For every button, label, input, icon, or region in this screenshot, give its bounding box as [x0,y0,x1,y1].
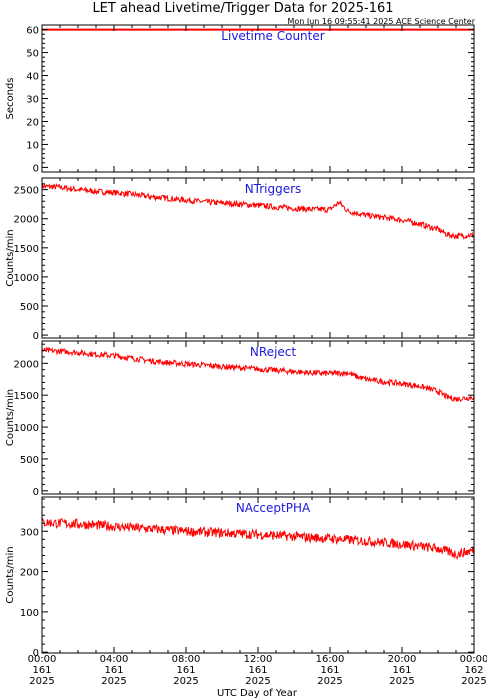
y-tick-label: 2000 [14,359,39,370]
y-tick-label: 10 [26,140,39,151]
y-tick-label: 2500 [14,186,39,197]
y-axis-label: Counts/min [5,546,16,603]
y-axis-label: Seconds [5,77,16,119]
panel-2: 0 500 1000 1500 2000 Counts/min NReject [5,340,475,498]
y-tick-label: 0 [33,648,39,659]
x-tick-label: 00:00 161 2025 [28,654,57,687]
plot-frame [41,24,475,173]
panels: 0 10 20 30 40 50 60 Seconds Livetime Counter 0 500… [5,24,475,659]
x-axis-label: UTC Day of Year [217,688,298,699]
panel-1: 0 500 1000 1500 2000 2500 Counts/min NTriggers [5,177,475,342]
panel-title: NReject [250,345,296,359]
panel-title: NAcceptPHA [236,501,311,515]
y-tick-label: 1500 [14,244,39,255]
panel-3: 0 100 200 300 Counts/min NAcceptPHA [5,496,475,659]
x-tick-label: 16:00 161 2025 [316,654,345,687]
series-line [41,517,475,560]
x-tick-label: 08:00 161 2025 [172,654,201,687]
y-tick-label: 30 [26,95,39,106]
panel-title: Livetime Counter [221,29,324,43]
y-tick-label: 2000 [14,215,39,226]
y-tick-label: 1000 [14,423,39,434]
x-axis: 00:00 161 2025 04:00 161 2025 08:00 161 2025 12:0… [28,654,487,687]
y-tick-label: 1500 [14,391,39,402]
y-tick-label: 20 [26,117,39,128]
plot-frame [41,340,475,495]
y-tick-label: 200 [20,568,39,579]
y-tick-label: 500 [20,302,39,313]
y-tick-label: 60 [26,26,39,37]
series-line [41,183,475,240]
y-tick-label: 500 [20,455,39,466]
y-tick-label: 100 [20,608,39,619]
x-tick-label: 04:00 161 2025 [100,654,129,687]
x-tick-label: 00:00 162 2025 [460,654,487,687]
plot-frame [41,496,475,654]
plot-frame [41,177,475,339]
y-axis-label: Counts/min [5,229,16,286]
x-tick-label: 20:00 161 2025 [388,654,417,687]
y-tick-label: 1000 [14,273,39,284]
series-line [41,346,475,403]
y-tick-label: 0 [33,163,39,174]
y-tick-label: 0 [33,331,39,342]
panel-title: NTriggers [245,182,302,196]
chart-title: LET ahead Livetime/Trigger Data for 2025… [92,1,393,16]
y-axis-label: Counts/min [5,389,16,446]
y-tick-label: 0 [33,487,39,498]
y-tick-label: 40 [26,72,39,83]
credit-line: Mon Jun 16 09:55:41 2025 ACE Science Cen… [287,17,475,26]
panel-0: 0 10 20 30 40 50 60 Seconds Livetime Counter [5,24,475,174]
y-tick-label: 50 [26,49,39,60]
x-tick-label: 12:00 161 2025 [244,654,273,687]
y-tick-label: 300 [20,527,39,538]
